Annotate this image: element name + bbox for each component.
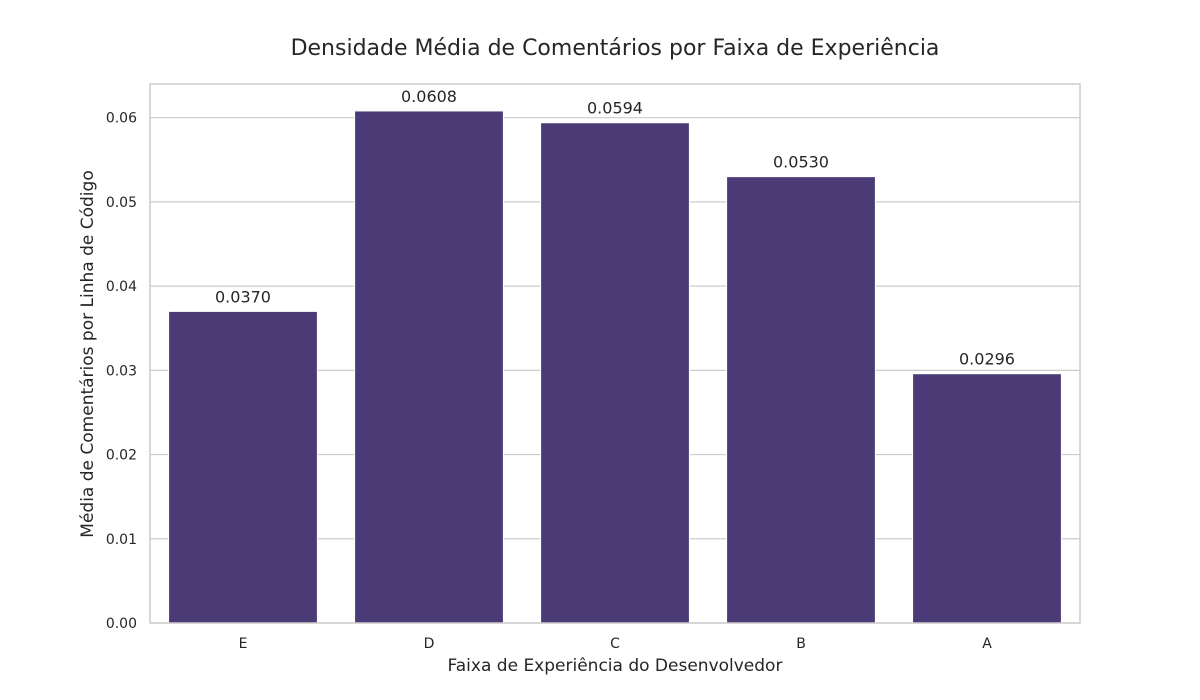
x-tick-label: B — [796, 636, 806, 652]
bar-D — [354, 110, 504, 624]
y-tick-label: 0.04 — [106, 279, 137, 295]
bar-value-label: 0.0370 — [215, 287, 271, 306]
y-axis-label: Média de Comentários por Linha de Código — [78, 170, 98, 537]
y-tick-label: 0.05 — [106, 195, 137, 211]
bar-A — [912, 373, 1062, 624]
plot-frame — [149, 83, 1081, 624]
y-tick-label: 0.02 — [106, 448, 137, 464]
x-tick-label: E — [239, 636, 248, 652]
bar-value-label: 0.0608 — [401, 87, 457, 106]
x-axis-label: Faixa de Experiência do Desenvolvedor — [448, 656, 783, 676]
y-tick-label: 0.01 — [106, 532, 137, 548]
x-tick-label: A — [982, 636, 992, 652]
bar-E — [168, 310, 318, 624]
y-tick-label: 0.00 — [106, 616, 137, 632]
bar-B — [726, 176, 876, 624]
data-labels: 0.0370 0.0608 0.0594 0.0530 0.0296 — [215, 87, 1015, 369]
chart-title: Densidade Média de Comentários por Faixa… — [291, 36, 940, 61]
bars — [168, 110, 1062, 624]
bar-value-label: 0.0594 — [587, 99, 643, 118]
y-tick-label: 0.03 — [106, 363, 137, 379]
bar-C — [540, 122, 690, 624]
x-tick-label: D — [424, 636, 435, 652]
y-tick-label: 0.06 — [106, 111, 137, 127]
bar-value-label: 0.0296 — [959, 350, 1015, 369]
tick-labels: 0.00 0.01 0.02 0.03 0.04 0.05 0.06 E D C B A — [106, 111, 992, 652]
bar-value-label: 0.0530 — [773, 153, 829, 172]
x-tick-label: C — [610, 636, 620, 652]
